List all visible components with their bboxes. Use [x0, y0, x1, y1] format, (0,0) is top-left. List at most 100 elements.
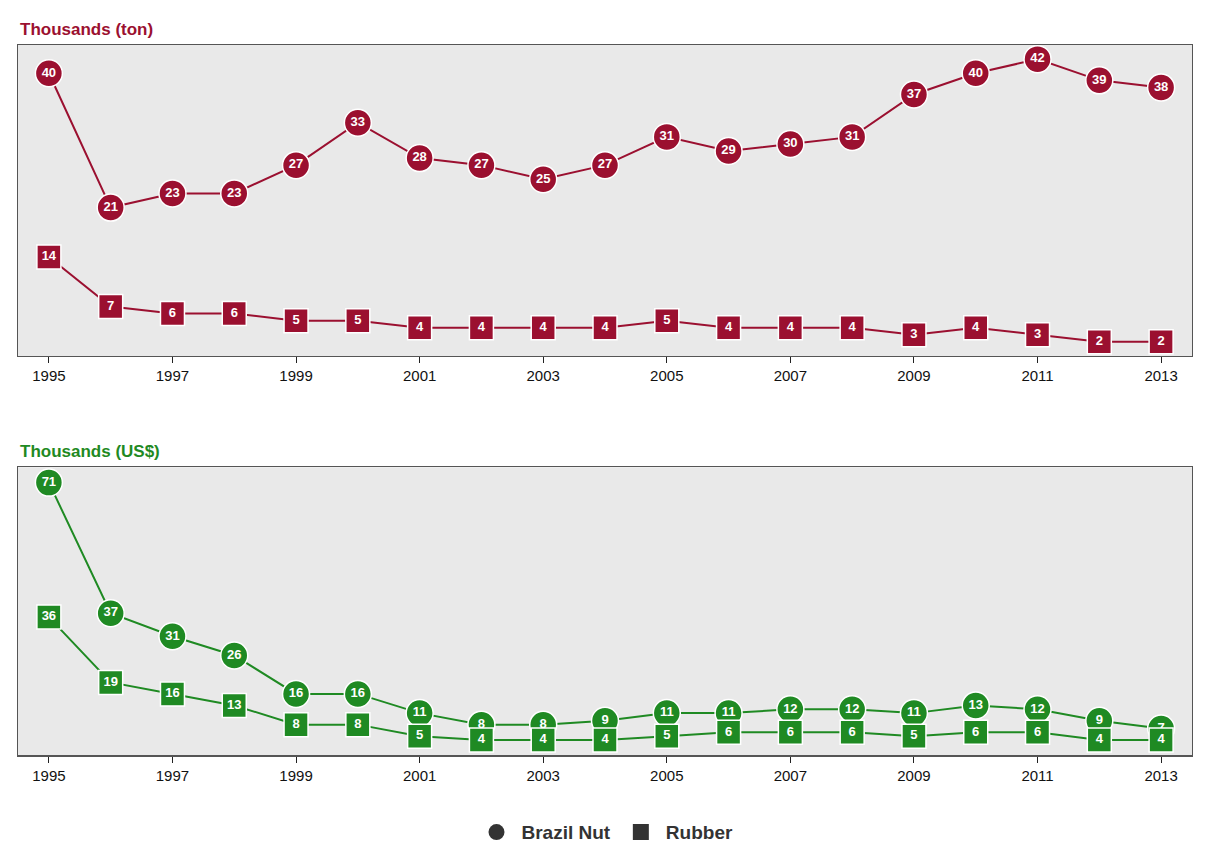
svg-text:1997: 1997 [156, 767, 189, 784]
svg-text:30: 30 [783, 135, 797, 150]
svg-text:1995: 1995 [32, 367, 65, 384]
svg-text:6: 6 [849, 724, 856, 739]
svg-text:12: 12 [1030, 701, 1044, 716]
svg-text:5: 5 [292, 312, 299, 327]
svg-text:6: 6 [231, 305, 238, 320]
svg-text:4: 4 [601, 319, 609, 334]
svg-text:2007: 2007 [774, 767, 807, 784]
svg-text:6: 6 [1034, 724, 1041, 739]
svg-text:2005: 2005 [650, 767, 683, 784]
svg-text:2: 2 [1157, 333, 1164, 348]
svg-text:27: 27 [598, 156, 612, 171]
svg-text:8: 8 [292, 716, 299, 731]
svg-text:1997: 1997 [156, 367, 189, 384]
svg-text:11: 11 [413, 704, 427, 719]
svg-text:40: 40 [969, 65, 983, 80]
svg-text:23: 23 [165, 185, 179, 200]
svg-text:2009: 2009 [897, 767, 930, 784]
svg-text:27: 27 [474, 156, 488, 171]
svg-text:4: 4 [725, 319, 733, 334]
svg-text:Rubber: Rubber [666, 822, 733, 843]
svg-text:21: 21 [103, 199, 117, 214]
svg-text:36: 36 [42, 608, 56, 623]
svg-text:8: 8 [478, 716, 485, 731]
svg-text:4: 4 [972, 319, 980, 334]
svg-text:12: 12 [783, 701, 797, 716]
svg-text:6: 6 [169, 305, 176, 320]
svg-text:5: 5 [910, 727, 917, 742]
svg-text:3: 3 [910, 326, 917, 341]
svg-text:23: 23 [227, 185, 241, 200]
svg-text:37: 37 [907, 86, 921, 101]
svg-text:2001: 2001 [403, 767, 436, 784]
svg-text:31: 31 [165, 628, 179, 643]
svg-text:4: 4 [478, 319, 486, 334]
svg-text:11: 11 [907, 704, 921, 719]
svg-text:Thousands (US$): Thousands (US$) [20, 442, 160, 461]
svg-text:2013: 2013 [1144, 767, 1177, 784]
svg-text:2011: 2011 [1021, 367, 1053, 384]
svg-text:16: 16 [289, 685, 303, 700]
svg-text:6: 6 [972, 724, 979, 739]
svg-text:9: 9 [601, 712, 608, 727]
svg-text:28: 28 [412, 149, 426, 164]
svg-text:25: 25 [536, 171, 550, 186]
svg-text:16: 16 [351, 685, 365, 700]
svg-text:7: 7 [107, 298, 114, 313]
svg-text:11: 11 [722, 704, 736, 719]
svg-text:7: 7 [1157, 720, 1164, 735]
svg-text:5: 5 [663, 727, 670, 742]
svg-text:38: 38 [1154, 79, 1168, 94]
svg-text:2003: 2003 [527, 767, 560, 784]
svg-text:1995: 1995 [32, 767, 65, 784]
svg-text:4: 4 [478, 731, 486, 746]
svg-text:2007: 2007 [774, 367, 807, 384]
svg-text:2003: 2003 [527, 367, 560, 384]
svg-text:Thousands (ton): Thousands (ton) [20, 20, 153, 39]
svg-text:27: 27 [289, 156, 303, 171]
svg-text:Brazil Nut: Brazil Nut [522, 822, 611, 843]
svg-text:4: 4 [540, 731, 548, 746]
svg-text:2011: 2011 [1021, 767, 1053, 784]
svg-text:2013: 2013 [1144, 367, 1177, 384]
svg-text:16: 16 [165, 685, 179, 700]
svg-text:39: 39 [1092, 72, 1106, 87]
svg-text:1999: 1999 [279, 767, 312, 784]
svg-text:2001: 2001 [403, 367, 436, 384]
svg-text:40: 40 [42, 65, 56, 80]
svg-text:2005: 2005 [650, 367, 683, 384]
svg-text:26: 26 [227, 647, 241, 662]
svg-text:8: 8 [354, 716, 361, 731]
svg-text:4: 4 [1096, 731, 1104, 746]
svg-text:5: 5 [663, 312, 670, 327]
svg-text:14: 14 [42, 248, 57, 263]
svg-text:71: 71 [42, 474, 56, 489]
svg-text:31: 31 [660, 128, 674, 143]
svg-text:12: 12 [845, 701, 859, 716]
svg-text:4: 4 [1157, 731, 1165, 746]
svg-text:4: 4 [540, 319, 548, 334]
svg-text:4: 4 [601, 731, 609, 746]
svg-text:2: 2 [1096, 333, 1103, 348]
svg-text:4: 4 [416, 319, 424, 334]
svg-text:37: 37 [103, 604, 117, 619]
svg-text:13: 13 [969, 697, 983, 712]
svg-text:33: 33 [351, 114, 365, 129]
svg-text:5: 5 [354, 312, 361, 327]
svg-text:6: 6 [725, 724, 732, 739]
svg-text:31: 31 [845, 128, 859, 143]
svg-text:42: 42 [1030, 50, 1044, 65]
svg-text:1999: 1999 [279, 367, 312, 384]
svg-text:29: 29 [721, 142, 735, 157]
svg-text:9: 9 [1096, 712, 1103, 727]
svg-text:4: 4 [849, 319, 857, 334]
svg-text:13: 13 [227, 697, 241, 712]
svg-text:11: 11 [660, 704, 674, 719]
svg-text:4: 4 [787, 319, 795, 334]
svg-text:19: 19 [103, 674, 117, 689]
svg-text:2009: 2009 [897, 367, 930, 384]
svg-text:6: 6 [787, 724, 794, 739]
svg-text:8: 8 [540, 716, 547, 731]
svg-text:5: 5 [416, 727, 423, 742]
svg-text:3: 3 [1034, 326, 1041, 341]
